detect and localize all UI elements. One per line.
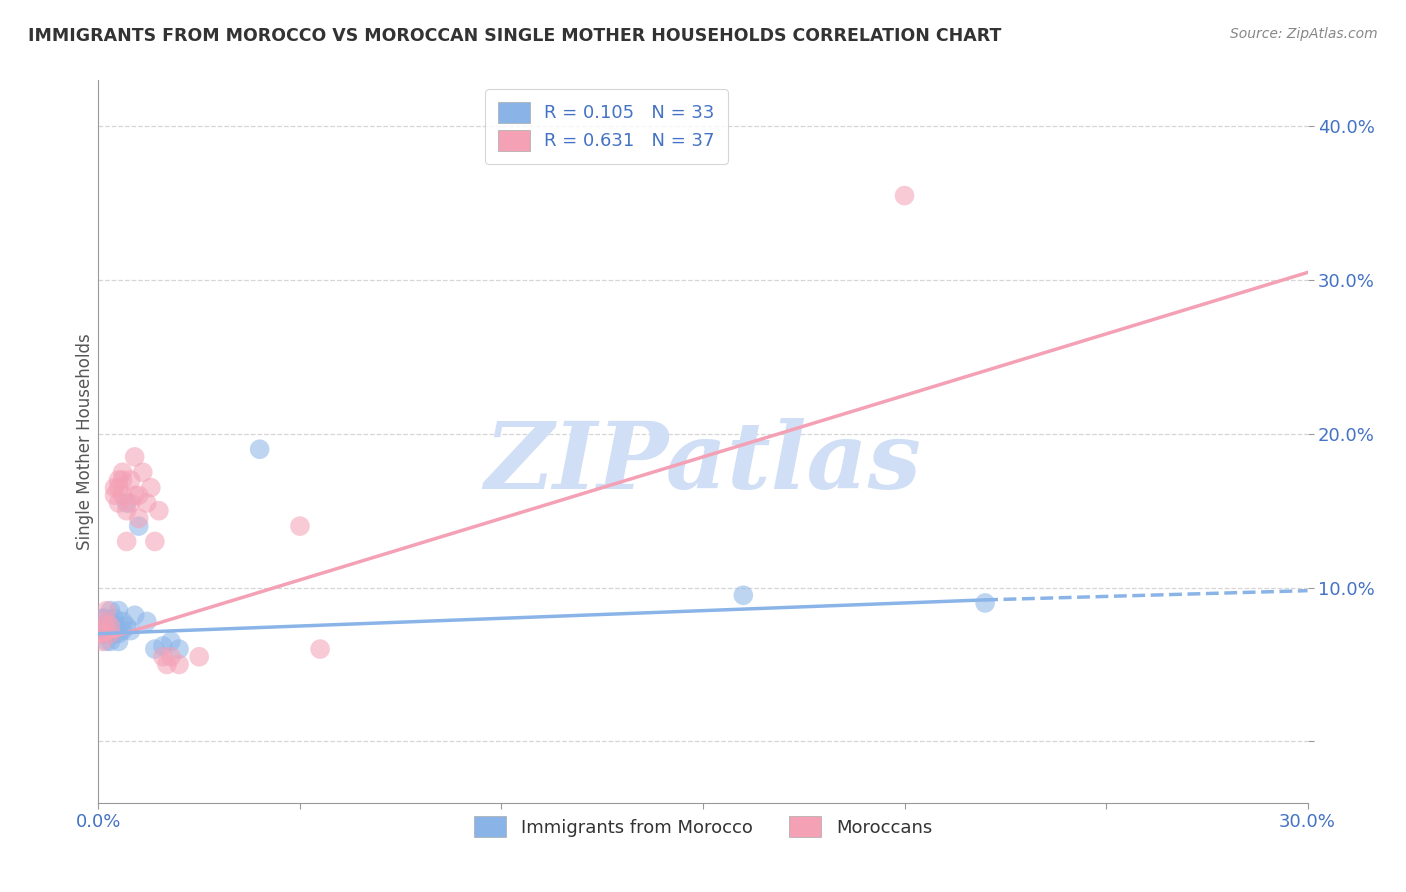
Point (111, 488, 134, 502)
Point (893, 188, 915, 202)
Point (132, 465, 155, 479)
Point (111, 465, 134, 479)
Point (91, 626, 114, 640)
Point (733, 588, 755, 602)
Point (160, 649, 183, 664)
Point (107, 626, 129, 640)
Point (96, 615, 118, 629)
Point (107, 473, 129, 487)
Point (160, 634, 183, 648)
Point (143, 534, 166, 549)
Point (124, 608, 146, 623)
Point (107, 496, 129, 510)
Point (135, 615, 157, 629)
Point (249, 442, 271, 457)
Point (152, 649, 174, 664)
Point (103, 488, 125, 502)
Point (107, 604, 129, 618)
Point (100, 619, 122, 633)
Point (107, 619, 129, 633)
Point (115, 619, 138, 633)
Point (89, 619, 111, 633)
Point (128, 519, 150, 533)
Point (100, 615, 122, 629)
Point (100, 626, 122, 640)
Point (91, 626, 114, 640)
Point (103, 626, 125, 640)
Point (124, 450, 146, 464)
Point (91, 634, 114, 648)
Point (135, 496, 157, 510)
Point (120, 473, 142, 487)
Point (93, 611, 115, 625)
Point (139, 481, 162, 495)
Point (128, 511, 150, 525)
Legend: Immigrants from Morocco, Moroccans: Immigrants from Morocco, Moroccans (467, 809, 939, 845)
Point (96, 626, 118, 640)
Point (103, 619, 125, 633)
Point (124, 488, 146, 502)
Point (128, 488, 150, 502)
Point (288, 519, 311, 533)
Y-axis label: Single Mother Households: Single Mother Households (76, 334, 94, 549)
Point (103, 611, 125, 625)
Point (107, 634, 129, 648)
Point (103, 481, 125, 495)
Point (111, 615, 134, 629)
Point (91, 611, 114, 625)
Point (115, 496, 138, 510)
Point (309, 642, 332, 657)
Point (96, 604, 118, 618)
Point (167, 642, 190, 657)
Point (120, 624, 142, 638)
Text: IMMIGRANTS FROM MOROCCO VS MOROCCAN SINGLE MOTHER HOUSEHOLDS CORRELATION CHART: IMMIGRANTS FROM MOROCCO VS MOROCCAN SING… (28, 27, 1001, 45)
Point (115, 534, 138, 549)
Point (156, 657, 179, 672)
Point (96, 619, 118, 633)
Point (152, 639, 174, 653)
Point (167, 657, 190, 672)
Text: ZIPatlas: ZIPatlas (485, 418, 921, 508)
Text: Source: ZipAtlas.com: Source: ZipAtlas.com (1230, 27, 1378, 41)
Point (107, 481, 129, 495)
Point (974, 596, 997, 610)
Point (100, 604, 122, 618)
Point (96, 634, 118, 648)
Point (100, 624, 122, 638)
Point (111, 473, 134, 487)
Point (111, 624, 134, 638)
Point (188, 649, 211, 664)
Point (93, 619, 115, 633)
Point (148, 504, 170, 518)
Point (115, 504, 138, 518)
Point (120, 496, 142, 510)
Point (100, 634, 122, 648)
Point (143, 642, 166, 657)
Point (89, 624, 111, 638)
